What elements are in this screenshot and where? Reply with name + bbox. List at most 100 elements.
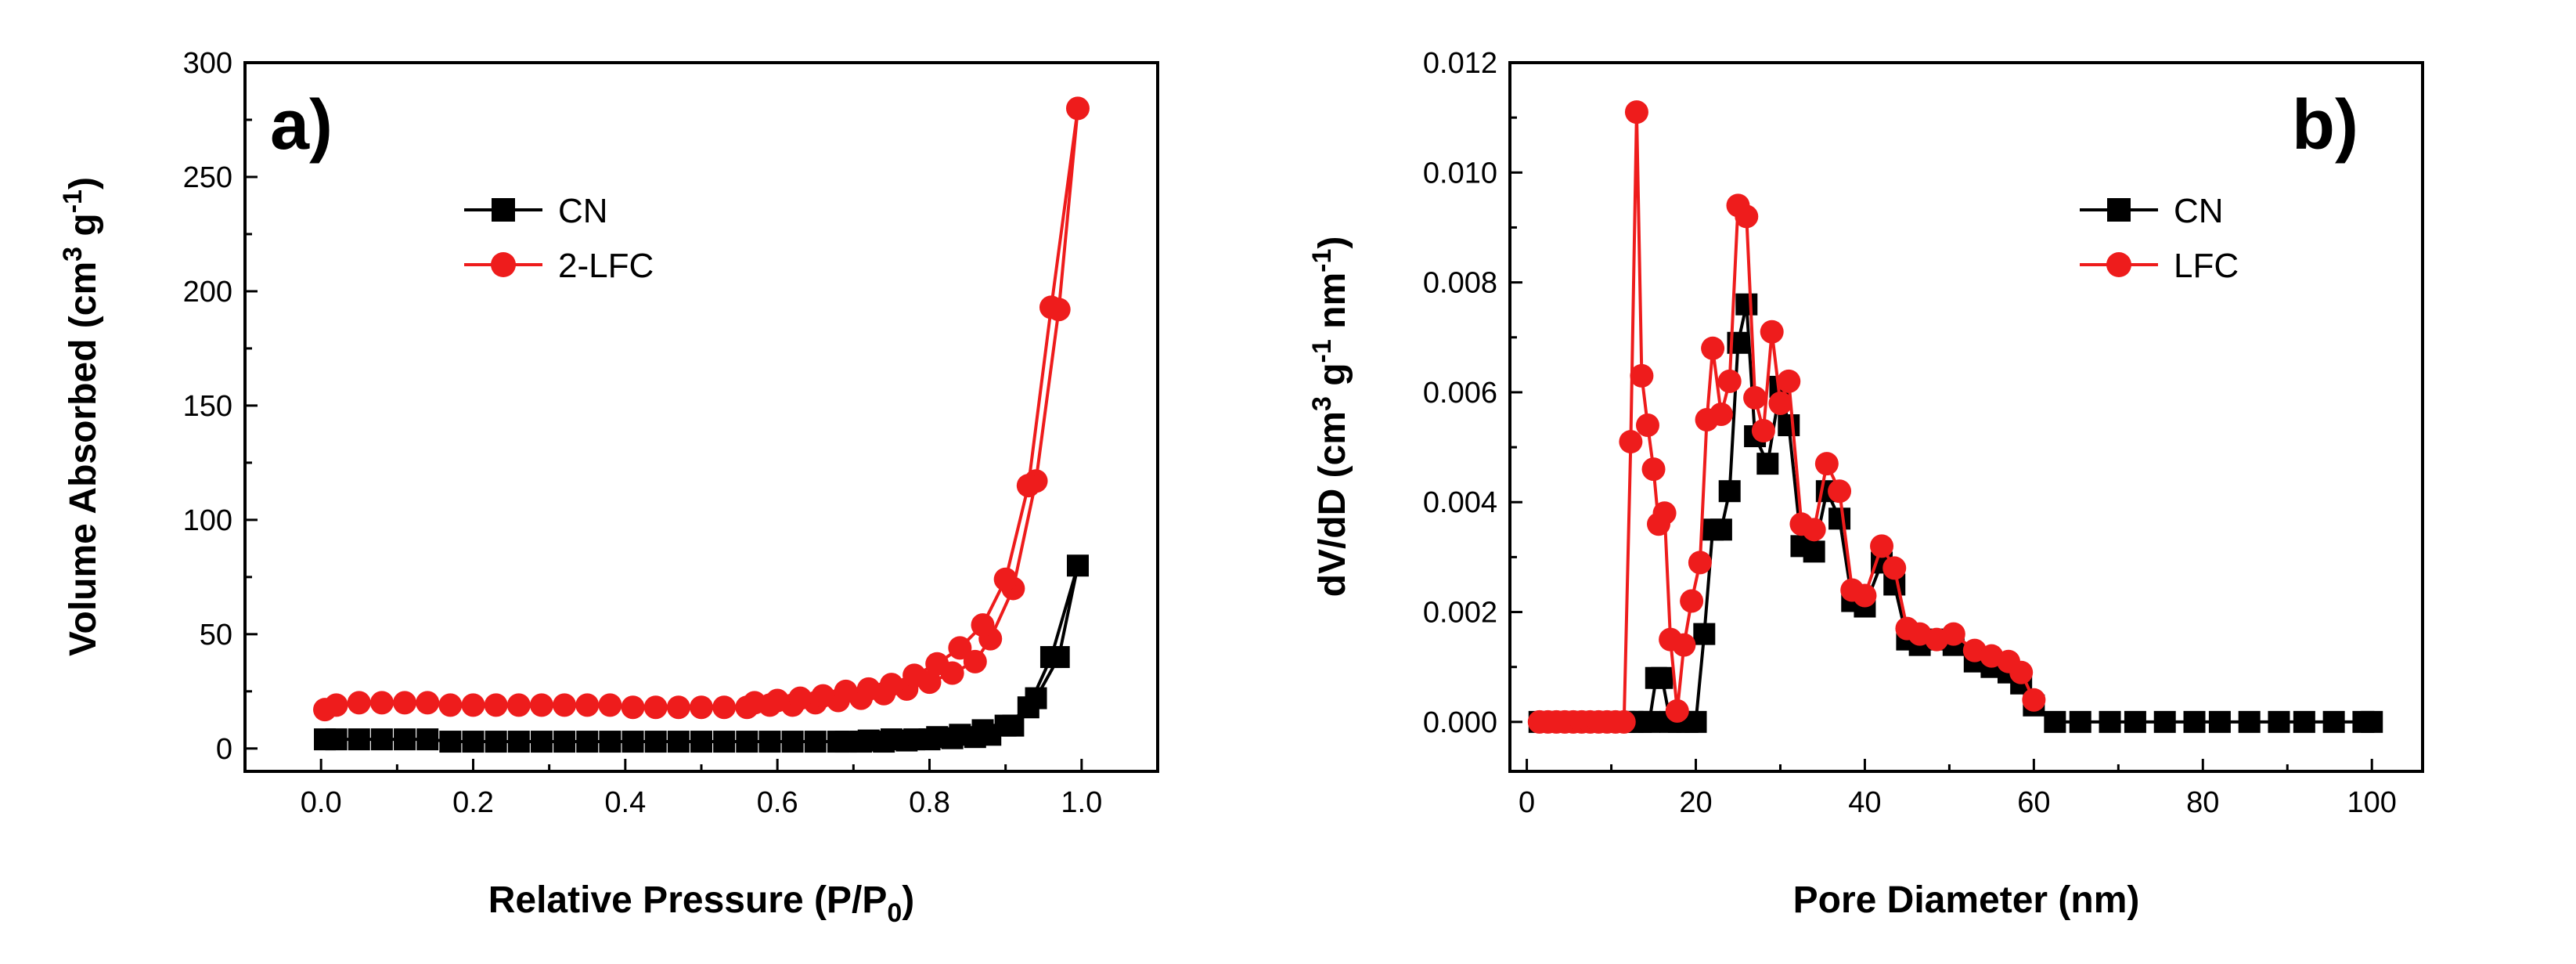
series-line-2-lfc-a bbox=[324, 107, 1079, 712]
y-tick-label-b: 0.010 bbox=[1423, 157, 1497, 190]
data-point-lfc-b bbox=[1814, 452, 1839, 476]
panel-b-ticks: 0 20 40 60 80 100 0.000 0.002 0.004 0.006 0.008 0.0… bbox=[1423, 47, 2397, 819]
data-point-lfc-b bbox=[1688, 551, 1712, 575]
y-tick-label-a: 300 bbox=[183, 47, 232, 80]
data-point-lfc-b bbox=[1619, 430, 1643, 454]
y-tick-label-a: 250 bbox=[183, 161, 232, 194]
data-point-lfc-b bbox=[1701, 336, 1725, 360]
data-point-cn-a bbox=[576, 731, 599, 753]
data-point-cn-b bbox=[2099, 710, 2121, 733]
data-point-2-lfc-a bbox=[963, 649, 987, 673]
data-point-cn-a bbox=[736, 731, 758, 753]
data-point-cn-a bbox=[439, 731, 462, 753]
data-point-cn-b bbox=[1710, 518, 1732, 541]
data-point-cn-b bbox=[2069, 710, 2091, 733]
data-point-lfc-b bbox=[1853, 583, 1877, 608]
data-point-cn-a bbox=[462, 731, 485, 753]
data-point-cn-b bbox=[2293, 710, 2315, 733]
data-point-2-lfc-a bbox=[484, 693, 508, 717]
data-point-cn-a bbox=[971, 719, 994, 742]
panel-a-ticks: 0.0 0.2 0.4 0.6 0.8 1.0 0 50 100 150 200 250 300 bbox=[183, 47, 1103, 819]
panel-b-label: b) bbox=[2292, 86, 2358, 164]
data-point-2-lfc-a bbox=[598, 693, 622, 717]
data-point-cn-a bbox=[880, 728, 903, 751]
data-point-2-lfc-a bbox=[788, 686, 812, 710]
data-point-cn-a bbox=[416, 728, 439, 751]
data-point-lfc-b bbox=[1709, 402, 1733, 426]
y-tick-label-a: 0 bbox=[216, 733, 232, 766]
data-point-lfc-b bbox=[1717, 369, 1742, 393]
data-point-cn-b bbox=[2322, 710, 2345, 733]
data-point-lfc-b bbox=[1870, 534, 1894, 558]
y-tick-label-a: 50 bbox=[200, 619, 232, 652]
data-point-cn-a bbox=[1066, 554, 1089, 577]
data-point-lfc-b bbox=[1652, 501, 1677, 525]
data-point-2-lfc-a bbox=[1016, 474, 1040, 498]
panel-b-y-axis-label: dV/dD (cm3 g-1 nm-1) bbox=[1307, 236, 1353, 598]
data-point-cn-a bbox=[667, 731, 690, 753]
data-point-lfc-b bbox=[1751, 419, 1775, 443]
data-point-lfc-b bbox=[1882, 556, 1907, 580]
data-point-cn-a bbox=[621, 731, 644, 753]
x-tick-label-a: 0.4 bbox=[604, 786, 646, 819]
data-point-lfc-b bbox=[1630, 363, 1654, 388]
data-point-cn-a bbox=[781, 731, 804, 753]
data-point-2-lfc-a bbox=[438, 693, 463, 717]
data-point-2-lfc-a bbox=[743, 691, 767, 715]
data-point-cn-a bbox=[758, 731, 781, 753]
y-tick-label-b: 0.000 bbox=[1423, 706, 1497, 739]
panel-a-legend: CN 2-LFC bbox=[464, 192, 654, 285]
panel-b-legend: CN LFC bbox=[2080, 192, 2239, 285]
data-point-2-lfc-a bbox=[416, 691, 440, 715]
y-tick-label-b: 0.012 bbox=[1423, 47, 1497, 80]
data-point-cn-b bbox=[2044, 710, 2066, 733]
x-tick-label-b: 0 bbox=[1519, 786, 1535, 819]
data-point-2-lfc-a bbox=[575, 693, 600, 717]
data-point-2-lfc-a bbox=[925, 652, 949, 676]
data-point-cn-a bbox=[485, 731, 507, 753]
x-tick-label-b: 20 bbox=[1679, 786, 1712, 819]
x-tick-label-b: 40 bbox=[1848, 786, 1881, 819]
data-point-cn-b bbox=[2361, 710, 2383, 733]
data-point-lfc-b bbox=[1624, 100, 1648, 125]
data-point-2-lfc-a bbox=[712, 695, 737, 720]
data-point-cn-a bbox=[903, 728, 926, 751]
data-point-lfc-b bbox=[1743, 385, 1767, 410]
data-point-cn-a bbox=[926, 726, 949, 749]
data-point-cn-a bbox=[834, 731, 857, 753]
data-point-lfc-b bbox=[1941, 622, 1965, 646]
data-point-2-lfc-a bbox=[879, 673, 903, 697]
x-tick-label-a: 0.0 bbox=[301, 786, 342, 819]
data-point-cn-a bbox=[690, 731, 712, 753]
data-point-cn-b bbox=[2238, 710, 2261, 733]
data-point-2-lfc-a bbox=[506, 693, 531, 717]
data-point-2-lfc-a bbox=[993, 567, 1018, 591]
data-point-2-lfc-a bbox=[834, 679, 858, 703]
data-point-cn-a bbox=[530, 731, 553, 753]
data-point-cn-a bbox=[394, 728, 416, 751]
data-point-2-lfc-a bbox=[553, 693, 577, 717]
data-point-2-lfc-a bbox=[393, 691, 417, 715]
data-point-2-lfc-a bbox=[1039, 295, 1063, 320]
data-point-cn-a bbox=[804, 731, 827, 753]
data-point-cn-a bbox=[994, 714, 1017, 737]
data-point-2-lfc-a bbox=[811, 684, 835, 708]
data-point-2-lfc-a bbox=[643, 695, 668, 720]
data-point-cn-a bbox=[1039, 646, 1062, 669]
panel-a-frame bbox=[243, 61, 1159, 773]
legend-label-lfc-a: 2-LFC bbox=[558, 247, 654, 285]
data-point-2-lfc-a bbox=[766, 688, 790, 713]
data-point-cn-a bbox=[857, 729, 880, 752]
data-point-cn-a bbox=[713, 731, 736, 753]
panel-b-x-axis-label: Pore Diameter (nm) bbox=[1793, 879, 2140, 921]
legend-label-lfc-b: LFC bbox=[2174, 247, 2239, 285]
y-tick-label-b: 0.008 bbox=[1423, 267, 1497, 300]
data-point-2-lfc-a bbox=[347, 691, 371, 715]
data-point-cn-a bbox=[1017, 696, 1039, 719]
data-point-cn-b bbox=[2153, 710, 2176, 733]
panel-a-y-axis-label: Volume Absorbed (cm3 g-1) bbox=[58, 177, 104, 656]
data-point-2-lfc-a bbox=[461, 693, 485, 717]
data-point-2-lfc-a bbox=[690, 695, 713, 720]
